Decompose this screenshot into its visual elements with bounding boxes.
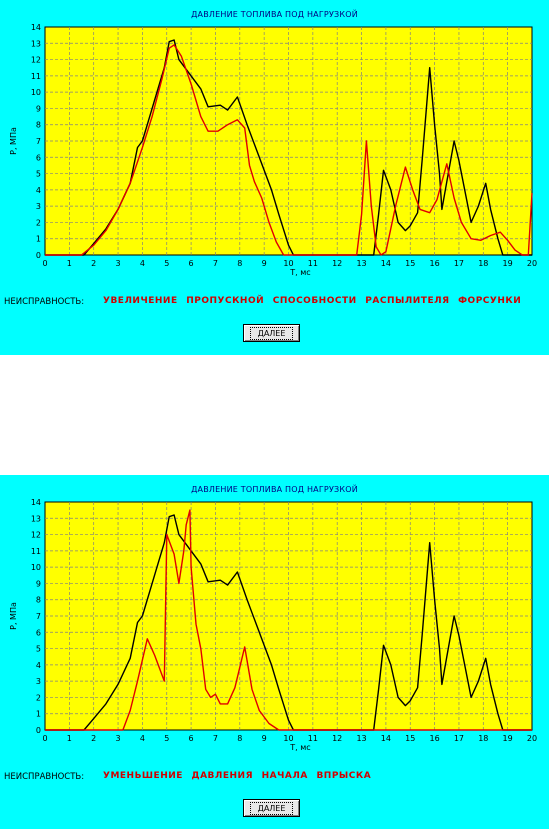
y-tick-label: 2: [36, 693, 41, 702]
x-tick-label: 13: [356, 734, 366, 743]
next-button[interactable]: ДАЛЕЕ: [243, 324, 300, 342]
x-tick-label: 7: [213, 734, 218, 743]
x-tick-label: 19: [503, 259, 513, 268]
x-tick-label: 17: [454, 259, 464, 268]
x-tick-label: 6: [189, 734, 194, 743]
y-tick-label: 10: [31, 88, 41, 97]
y-tick-label: 9: [36, 579, 41, 588]
y-tick-label: 13: [31, 514, 41, 523]
x-tick-label: 8: [237, 734, 242, 743]
x-tick-label: 15: [405, 734, 415, 743]
y-tick-label: 5: [36, 645, 41, 654]
y-tick-label: 5: [36, 170, 41, 179]
x-tick-label: 15: [405, 259, 415, 268]
x-tick-label: 4: [140, 259, 145, 268]
reference-pressure-line: [45, 514, 532, 731]
x-tick-label: 1: [67, 734, 72, 743]
pressure-chart: 0 1 2 3 4 5 6 7 8 9 10 11 12 13 14 15 16 17 18 19 2001234567…: [9, 23, 537, 277]
y-tick-label: 11: [31, 547, 41, 556]
y-tick-label: 8: [36, 121, 41, 130]
x-tick-label: 13: [356, 259, 366, 268]
x-tick-label: 14: [381, 259, 391, 268]
y-tick-label: 6: [36, 628, 41, 637]
x-axis-label: T, мс: [289, 268, 310, 277]
x-tick-label: 5: [164, 734, 169, 743]
x-tick-label: 9: [262, 734, 267, 743]
next-button[interactable]: ДАЛЕЕ: [243, 799, 300, 817]
y-tick-label: 12: [31, 531, 41, 540]
y-axis-label: P, МПа: [9, 127, 18, 155]
x-tick-label: 12: [332, 734, 342, 743]
y-tick-label: 3: [36, 202, 41, 211]
x-tick-label: 18: [478, 734, 488, 743]
next-button-label: ДАЛЕЕ: [249, 801, 294, 815]
x-tick-label: 10: [283, 259, 293, 268]
y-tick-label: 14: [31, 498, 41, 507]
x-tick-label: 20: [527, 259, 537, 268]
y-tick-label: 4: [36, 661, 41, 670]
x-tick-label: 8: [237, 259, 242, 268]
x-tick-label: 3: [116, 259, 121, 268]
y-tick-label: 1: [36, 235, 41, 244]
y-tick-label: 11: [31, 72, 41, 81]
y-tick-label: 2: [36, 218, 41, 227]
x-tick-label: 2: [91, 734, 96, 743]
plot-area: [44, 26, 533, 256]
y-tick-label: 14: [31, 23, 41, 32]
x-tick-label: 19: [503, 734, 513, 743]
y-tick-label: 3: [36, 677, 41, 686]
x-tick-label: 20: [527, 734, 537, 743]
fault-label: НЕИСПРАВНОСТЬ:: [4, 772, 85, 782]
grid: [45, 502, 532, 730]
x-tick-label: 17: [454, 734, 464, 743]
x-tick-label: 6: [189, 259, 194, 268]
plot-area: [44, 501, 533, 731]
y-tick-label: 7: [36, 137, 41, 146]
reference-pressure-line: [45, 39, 532, 256]
chart-title: ДАВЛЕНИЕ ТОПЛИВА ПОД НАГРУЗКОЙ: [191, 10, 358, 19]
y-tick-label: 10: [31, 563, 41, 572]
fault-pressure-line: [45, 44, 533, 256]
x-tick-label: 12: [332, 259, 342, 268]
y-tick-label: 1: [36, 710, 41, 719]
next-button-label: ДАЛЕЕ: [249, 326, 294, 340]
fault-description: УМЕНЬШЕНИЕ ДАВЛЕНИЯ НАЧАЛА ВПРЫСКА: [103, 771, 372, 781]
y-tick-label: 4: [36, 186, 41, 195]
x-tick-label: 14: [381, 734, 391, 743]
y-tick-label: 9: [36, 104, 41, 113]
y-tick-label: 12: [31, 56, 41, 65]
grid: [45, 27, 532, 255]
fault-label: НЕИСПРАВНОСТЬ:: [4, 297, 85, 307]
chart-title: ДАВЛЕНИЕ ТОПЛИВА ПОД НАГРУЗКОЙ: [191, 485, 358, 494]
x-tick-label: 4: [140, 734, 145, 743]
x-tick-label: 16: [430, 734, 440, 743]
x-axis-label: T, мс: [289, 743, 310, 752]
y-tick-label: 13: [31, 39, 41, 48]
x-tick-label: 11: [308, 734, 318, 743]
y-tick-label: 0: [36, 726, 41, 735]
y-tick-label: 0: [36, 251, 41, 260]
y-tick-label: 8: [36, 596, 41, 605]
x-tick-label: 0: [42, 259, 47, 268]
fault-pressure-line: [45, 509, 532, 731]
fault-description: УВЕЛИЧЕНИЕ ПРОПУСКНОЙ СПОСОБНОСТИ РАСПЫЛ…: [103, 296, 522, 306]
x-tick-label: 10: [283, 734, 293, 743]
x-tick-label: 5: [164, 259, 169, 268]
y-tick-label: 6: [36, 153, 41, 162]
x-tick-label: 0: [42, 734, 47, 743]
x-tick-label: 7: [213, 259, 218, 268]
x-tick-label: 16: [430, 259, 440, 268]
x-tick-label: 18: [478, 259, 488, 268]
x-tick-label: 3: [116, 734, 121, 743]
x-tick-label: 9: [262, 259, 267, 268]
y-tick-label: 7: [36, 612, 41, 621]
pressure-chart: 0 1 2 3 4 5 6 7 8 9 10 11 12 13 14 15 16 17 18 19 2001234567…: [9, 498, 537, 752]
x-tick-label: 11: [308, 259, 318, 268]
y-axis-label: P, МПа: [9, 602, 18, 630]
x-tick-label: 1: [67, 259, 72, 268]
x-tick-label: 2: [91, 259, 96, 268]
